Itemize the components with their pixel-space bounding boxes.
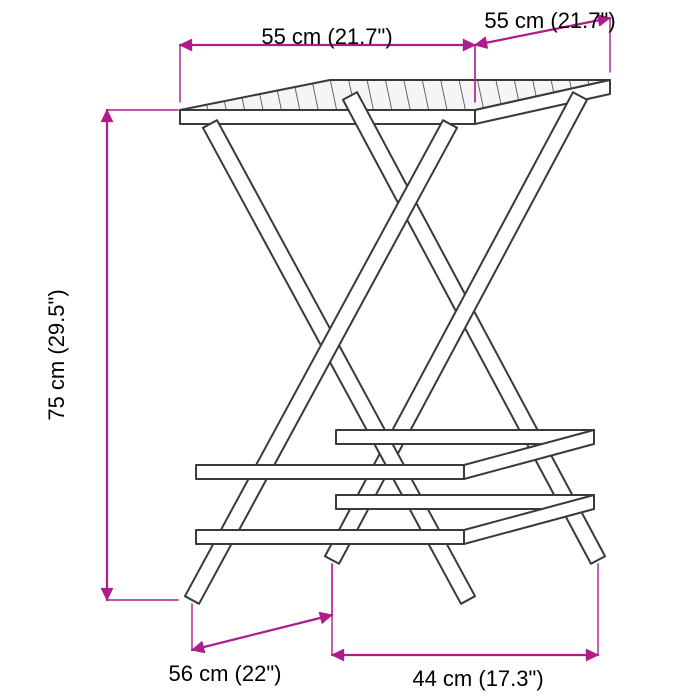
product xyxy=(180,80,610,604)
dim-top-width: 55 cm (21.7") xyxy=(261,24,392,49)
dim-base-width: 44 cm (17.3") xyxy=(412,666,543,691)
dim-height: 75 cm (29.5") xyxy=(44,289,69,420)
dim-top-depth: 55 cm (21.7") xyxy=(484,8,615,33)
dimension-diagram: 55 cm (21.7") 55 cm (21.7") 75 cm (29.5") 5… xyxy=(0,0,700,700)
dim-base-depth: 56 cm (22") xyxy=(169,661,282,686)
diagram-svg: 55 cm (21.7") 55 cm (21.7") 75 cm (29.5") 5… xyxy=(0,0,700,700)
